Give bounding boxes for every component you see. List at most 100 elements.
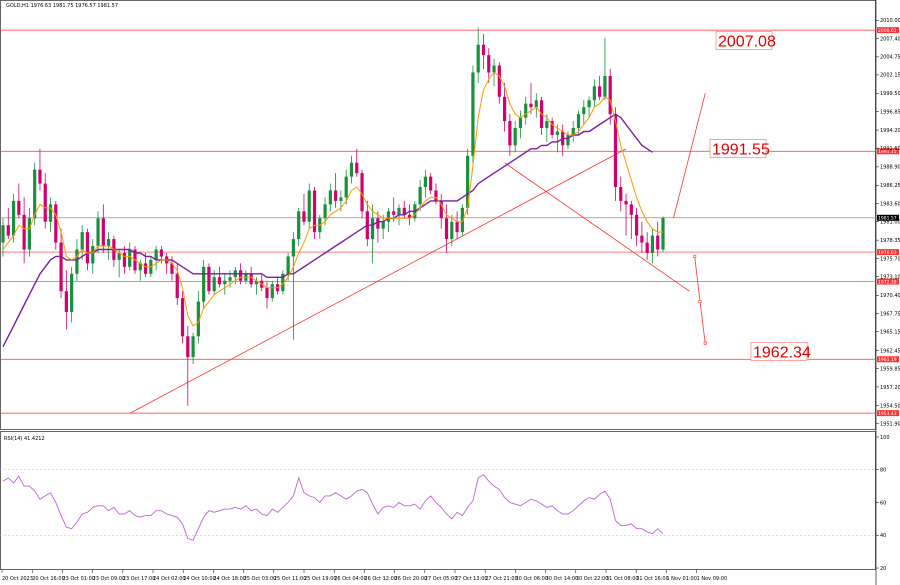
candle-body-83 <box>439 200 443 219</box>
candle-body-59 <box>312 190 317 233</box>
rsi-tick-label-4: 20 <box>880 566 886 572</box>
candle-body-77 <box>407 214 412 219</box>
candle-body-7 <box>38 169 42 184</box>
candle-body-26 <box>138 263 142 271</box>
annotation-label-1: 1991.55 <box>712 141 770 158</box>
x-tick-label-22: 1 Nov 01:00 <box>666 576 697 582</box>
candle-body-5 <box>27 218 31 250</box>
candle-body-118 <box>624 200 628 205</box>
x-tick-label-17: 30 Oct 06:00 <box>515 576 548 582</box>
candle-body-13 <box>70 273 74 312</box>
candle-body-100 <box>529 103 533 108</box>
candle-body-38 <box>202 266 206 302</box>
candle-body-67 <box>355 162 359 174</box>
candle-body-80 <box>423 176 427 188</box>
candle-body-122 <box>645 242 649 253</box>
candle-body-119 <box>629 204 633 215</box>
candle-body-95 <box>503 96 507 122</box>
x-tick-label-2: 23 Oct 01:00 <box>62 576 95 582</box>
main-panel-frame <box>0 0 876 430</box>
candle-body-51 <box>270 284 274 299</box>
rsi-line <box>2 474 664 541</box>
level-tag-0 <box>877 27 899 34</box>
candle-body-43 <box>228 277 232 281</box>
rsi-indicator: 100 80 60 40 20 <box>0 435 890 572</box>
candle-body-70 <box>371 218 375 240</box>
y-tick-label-14: 1973.10 <box>880 274 900 280</box>
candle-body-65 <box>344 176 348 198</box>
candle-body-74 <box>392 211 396 215</box>
y-tick-label-3: 2002.15 <box>880 73 900 79</box>
x-tick-label-7: 24 Oct 18:00 <box>213 576 246 582</box>
level-tag-4 <box>877 356 899 363</box>
candle-body-107 <box>566 134 570 146</box>
candle-body-29 <box>154 249 158 260</box>
x-tick-label-9: 25 Oct 11:00 <box>274 576 307 582</box>
candle-body-12 <box>64 291 68 312</box>
x-tick-label-11: 26 Oct 04:00 <box>334 576 367 582</box>
y-tick-label-5: 1996.85 <box>880 110 900 116</box>
candle-body-63 <box>334 190 338 201</box>
candle-body-94 <box>497 65 501 97</box>
candle-body-82 <box>434 190 438 201</box>
x-tick-label-21: 31 Oct 16:00 <box>636 576 669 582</box>
candle-body-14 <box>75 249 79 274</box>
candle-body-75 <box>397 207 401 215</box>
candle-body-54 <box>286 256 290 274</box>
candle-body-50 <box>265 287 269 299</box>
candle-body-97 <box>513 128 517 146</box>
candle-body-6 <box>33 169 37 219</box>
candle-body-41 <box>217 277 222 285</box>
candle-body-125 <box>661 217 665 250</box>
projection-up-line <box>673 93 706 218</box>
level-tag-label-1: 1991.15 <box>878 149 897 155</box>
candle-body-3 <box>17 200 21 215</box>
candle-body-98 <box>518 117 523 129</box>
candle-body-23 <box>122 252 127 267</box>
candle-body-48 <box>254 280 259 285</box>
y-tick-label-13: 1975.70 <box>880 256 900 262</box>
trendline-0 <box>129 148 627 414</box>
candle-body-22 <box>117 252 121 260</box>
y-tick-label-21: 1954.50 <box>880 404 900 410</box>
x-tick-label-13: 26 Oct 20:00 <box>395 576 428 582</box>
x-tick-label-8: 25 Oct 03:00 <box>244 576 277 582</box>
candle-body-123 <box>650 235 655 253</box>
trendlines <box>129 148 690 414</box>
y-tick-label-12: 1978.35 <box>880 238 900 244</box>
annotation-label-2: 1962.34 <box>753 344 811 361</box>
candle-body-18 <box>96 218 100 247</box>
candle-body-103 <box>545 121 549 129</box>
candle-body-55 <box>291 239 295 257</box>
level-tag-label-0: 2008.61 <box>878 28 897 34</box>
annotation-box-2 <box>750 341 808 361</box>
level-tag-label-2: 1976.63 <box>878 250 897 256</box>
candle-body-62 <box>328 190 332 205</box>
x-tick-label-19: 30 Oct 22:00 <box>576 576 609 582</box>
candle-body-113 <box>598 86 602 97</box>
candle-body-27 <box>143 263 148 274</box>
moving-average-slow <box>2 113 653 348</box>
moving-average-fast <box>2 71 663 327</box>
candle-body-88 <box>466 155 470 208</box>
y-tick-label-10: 1983.60 <box>880 201 900 207</box>
candle-body-32 <box>170 263 174 274</box>
candle-body-19 <box>101 218 105 247</box>
x-tick-label-5: 24 Oct 02:00 <box>153 576 186 582</box>
candle-body-34 <box>180 298 185 337</box>
candle-body-79 <box>418 187 422 205</box>
x-tick-label-4: 23 Oct 17:00 <box>123 576 156 582</box>
candle-body-8 <box>43 183 47 222</box>
current-price-tag-label: 1981.57 <box>878 216 897 222</box>
candle-body-91 <box>481 44 486 56</box>
y-tick-label-22: 1951.90 <box>880 422 900 428</box>
candle-body-33 <box>175 273 179 299</box>
candle-body-72 <box>381 221 385 229</box>
y-tick-label-8: 1988.90 <box>880 165 900 171</box>
candle-body-15 <box>80 232 84 250</box>
x-tick-label-23: 1 Nov 09:00 <box>697 576 728 582</box>
candle-body-111 <box>587 100 591 108</box>
annotation-label-0: 2007.08 <box>718 34 776 51</box>
